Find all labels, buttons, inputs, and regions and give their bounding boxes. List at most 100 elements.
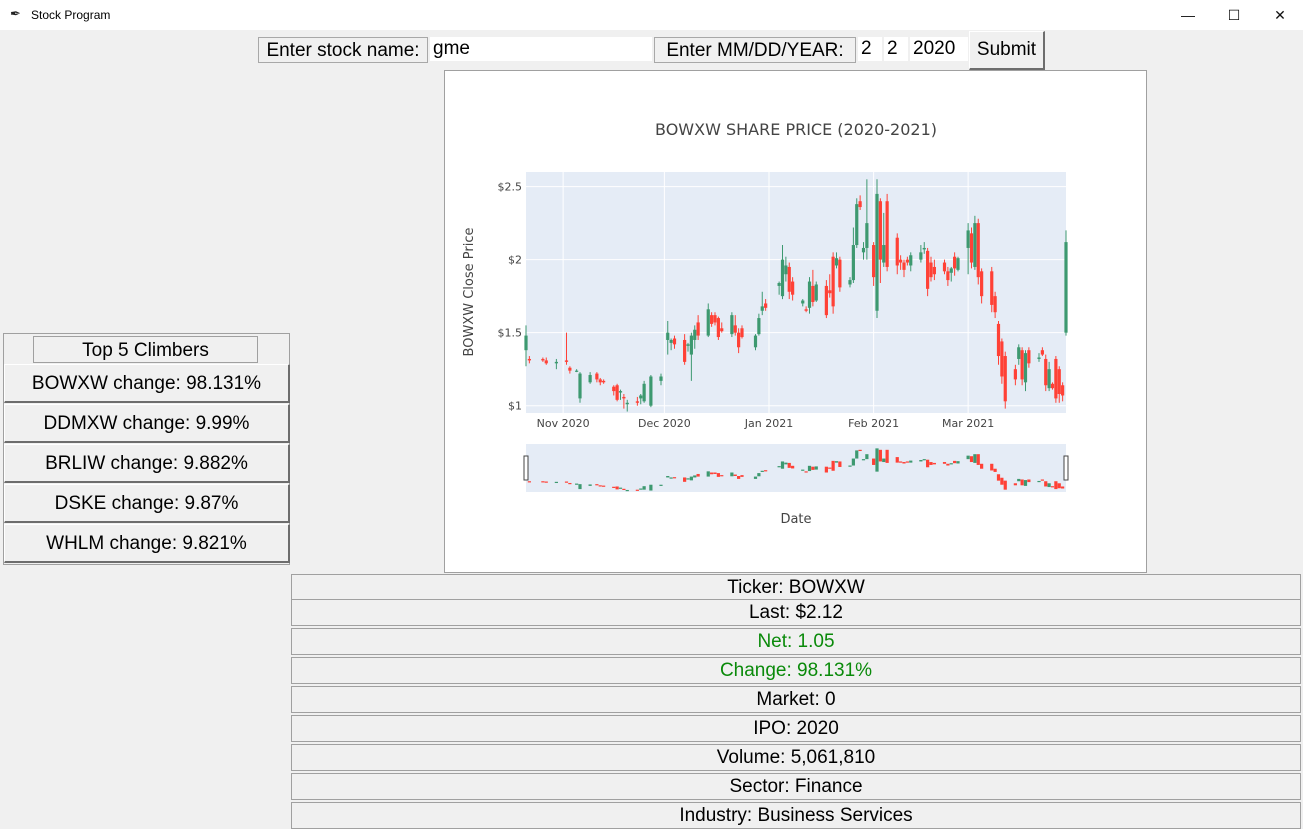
- range-slider[interactable]: [526, 444, 1066, 492]
- candle-body: [953, 256, 957, 269]
- climber-item-5[interactable]: WHLM change: 9.821%: [4, 524, 290, 563]
- minimize-button[interactable]: —: [1181, 7, 1195, 23]
- mini-candle: [639, 488, 643, 490]
- candle-body: [858, 201, 862, 208]
- month-input[interactable]: [858, 37, 882, 61]
- volume-info: Volume: 5,061,810: [291, 744, 1301, 771]
- candle-body: [618, 391, 623, 393]
- candle-body: [1003, 356, 1007, 402]
- year-input[interactable]: [910, 37, 968, 61]
- mini-candle: [804, 471, 808, 473]
- mini-candle: [760, 470, 764, 472]
- mini-candle: [730, 472, 734, 477]
- candle-body: [602, 380, 606, 383]
- x-axis-ticks: Nov 2020 Dec 2020 Jan 2021 Feb 2021 Mar 2021: [537, 417, 995, 430]
- climber-item-3[interactable]: BRLIW change: 9.882%: [4, 444, 290, 483]
- candle-body: [929, 262, 933, 278]
- candle-body: [639, 395, 643, 399]
- mini-candle: [973, 454, 977, 463]
- chart-panel: BOWXW SHARE PRICE (2020-2021) $1 $1.5 $2 $2…: [444, 70, 1147, 573]
- candle-body: [760, 306, 764, 311]
- candle-body: [1027, 350, 1031, 364]
- candle-body: [875, 193, 879, 311]
- candle-body: [568, 367, 572, 371]
- candle-body: [710, 315, 714, 324]
- mini-candle: [622, 488, 626, 490]
- candle-body: [902, 262, 906, 270]
- mini-candle: [784, 462, 788, 465]
- maximize-button[interactable]: ☐: [1227, 7, 1241, 23]
- candle-body: [811, 285, 815, 302]
- mini-candle: [777, 466, 781, 468]
- close-button[interactable]: ✕: [1274, 7, 1286, 23]
- y-axis-label: BOWXW Close Price: [462, 228, 477, 357]
- y-axis-ticks: $1 $1.5 $2 $2.5: [498, 181, 523, 413]
- climber-item-4[interactable]: DSKE change: 9.87%: [4, 484, 290, 523]
- mini-candle: [855, 450, 859, 459]
- last-price-info: Last: $2.12: [291, 599, 1301, 626]
- mini-candle: [1057, 483, 1061, 489]
- range-slider-right-handle[interactable]: [1063, 455, 1069, 481]
- mini-candle: [615, 486, 619, 490]
- candle-body: [878, 201, 882, 260]
- mini-candle: [733, 474, 737, 476]
- candle-body: [851, 245, 855, 281]
- mini-candle: [990, 463, 994, 471]
- mini-candle: [926, 459, 930, 468]
- candle-body: [733, 325, 737, 333]
- candle-body: [780, 259, 785, 297]
- mini-candle: [828, 467, 832, 469]
- mini-candle: [1050, 486, 1055, 488]
- mini-candle: [875, 448, 879, 472]
- candle-body: [686, 344, 690, 346]
- mini-candle: [568, 482, 572, 485]
- mini-candle: [1061, 486, 1065, 489]
- candle-body: [905, 259, 909, 263]
- stock-name-label: Enter stock name:: [258, 37, 428, 63]
- candle-body: [980, 271, 984, 297]
- stock-name-input[interactable]: [430, 37, 652, 61]
- mini-candle: [716, 473, 720, 477]
- mini-candle: [595, 484, 599, 486]
- mini-candle: [807, 465, 812, 472]
- mini-candle: [683, 477, 687, 482]
- y-tick-label: $2: [508, 254, 522, 267]
- mini-candle: [710, 472, 714, 475]
- mini-candle: [1047, 483, 1051, 488]
- submit-button[interactable]: Submit: [969, 31, 1045, 70]
- candle-body: [791, 281, 795, 295]
- mini-candle: [1044, 481, 1048, 487]
- candle-body: [932, 266, 936, 275]
- candle-body: [855, 204, 859, 246]
- x-tick-label: Feb 2021: [848, 417, 899, 430]
- candle-body: [625, 402, 629, 405]
- candle-body: [672, 338, 677, 345]
- candle-body: [524, 335, 528, 351]
- candle-body: [807, 281, 812, 308]
- climber-item-2[interactable]: DDMXW change: 9.99%: [4, 404, 290, 443]
- mini-candle: [578, 484, 582, 490]
- mini-candle: [966, 455, 970, 460]
- candle-body: [1057, 369, 1061, 395]
- candle-body: [872, 245, 876, 278]
- change-info: Change: 98.131%: [291, 657, 1301, 684]
- climber-item-1[interactable]: BOWXW change: 98.131%: [4, 364, 290, 403]
- day-input[interactable]: [884, 37, 908, 61]
- candle-body: [1020, 350, 1024, 380]
- mini-candle: [588, 484, 592, 486]
- candle-body: [1037, 357, 1041, 359]
- candle-body: [909, 255, 913, 266]
- candle-body: [716, 318, 720, 338]
- candle-body: [922, 247, 926, 250]
- mini-candle: [1003, 480, 1007, 490]
- candle-body: [966, 230, 970, 248]
- mini-candle: [602, 485, 606, 487]
- mini-candle: [598, 485, 602, 487]
- mini-candle: [686, 478, 690, 480]
- grid-lines: [526, 172, 1066, 413]
- range-slider-left-handle[interactable]: [523, 455, 529, 481]
- mini-candle: [824, 466, 828, 473]
- mini-candle: [753, 476, 758, 479]
- feather-icon: ✒: [10, 6, 21, 21]
- candle-body: [993, 296, 997, 313]
